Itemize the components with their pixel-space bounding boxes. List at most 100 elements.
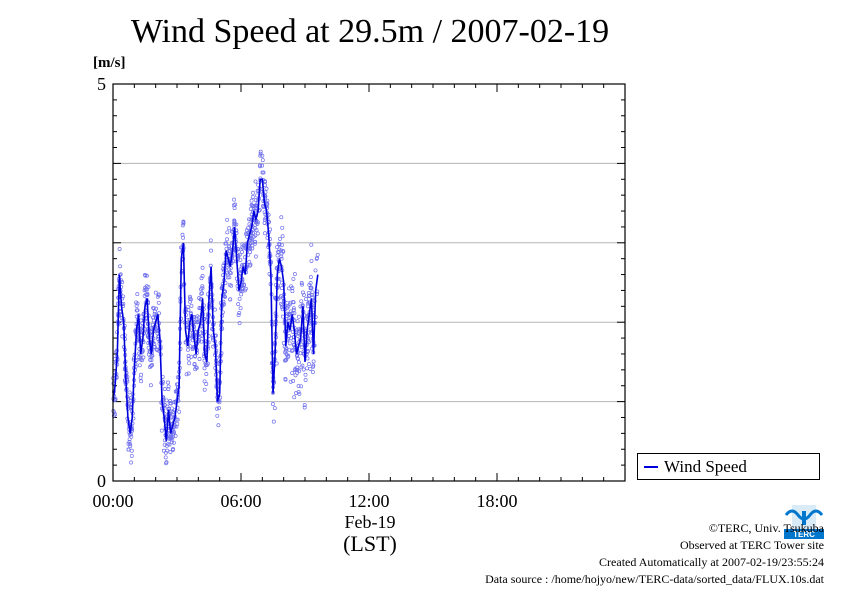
data-point [274,361,279,366]
data-point [236,313,241,317]
data-point [308,286,313,291]
data-point [284,351,289,356]
data-point [200,286,205,291]
data-point [295,356,300,361]
data-point [195,320,200,325]
data-point [299,299,304,304]
data-point [155,348,160,353]
data-point [134,303,139,308]
data-point [249,198,254,203]
data-point [311,370,315,375]
data-point [302,405,307,410]
data-point [189,303,194,308]
data-point [309,242,314,247]
data-point [286,354,290,359]
data-point [180,232,185,237]
data-point [186,371,191,376]
data-point [295,319,300,324]
data-point [306,301,310,306]
x-tick-label: 00:00 [92,491,133,511]
data-point [275,253,280,258]
data-point [253,198,258,203]
data-point [285,311,290,316]
data-point [296,360,301,365]
data-point [240,288,245,293]
data-point [247,263,252,268]
data-point [299,384,304,389]
data-point [303,378,308,382]
data-point [283,358,288,363]
data-point [307,293,312,298]
data-point [128,444,133,449]
data-point [204,382,209,386]
data-point [192,362,197,367]
data-point [135,308,140,313]
data-point [232,197,236,202]
data-point [253,233,258,238]
data-point [127,437,132,442]
data-point [286,312,291,317]
data-point [278,236,282,241]
data-point [129,448,134,453]
data-point [135,292,140,297]
data-point [159,428,164,433]
data-point [237,311,242,315]
terc-logo: TERC [784,505,824,539]
data-point [156,293,161,298]
data-point [305,366,309,371]
data-point [248,206,253,211]
data-point [237,296,242,301]
data-point [194,365,199,370]
data-point [272,406,277,411]
data-point [126,447,131,452]
data-point [128,442,133,447]
data-point [301,367,306,372]
data-point [165,404,170,409]
data-point [295,354,299,359]
credit-source: Data source : /home/hojyo/new/TERC-data/… [485,572,824,586]
credits: ©TERC, Univ. Tsukuba Observed at TERC To… [485,520,824,588]
data-point [287,341,292,346]
data-point [200,291,205,296]
data-point [315,252,320,257]
data-point [162,387,167,391]
data-point [180,223,185,228]
data-point [199,276,204,281]
data-point [261,170,266,175]
data-point [291,276,296,281]
data-point [190,347,195,352]
data-point [290,348,295,353]
data-point [303,372,308,377]
x-axis-label: (LST) [343,531,397,556]
data-point [200,284,205,289]
data-point [305,356,310,361]
data-point [264,186,269,191]
data-point [193,354,197,359]
series-line-wind-speed [112,178,319,442]
x-tick-label: 18:00 [476,491,517,511]
data-point [285,306,290,310]
data-point [243,288,247,293]
data-point [138,375,143,380]
data-point [310,295,315,300]
series-line [112,178,319,442]
data-point [296,326,301,331]
data-point [188,344,193,349]
plot-frame [112,83,626,482]
data-point [307,282,312,287]
data-point [250,195,255,199]
data-point [225,230,230,235]
data-point [166,387,171,392]
data-point [139,372,144,377]
data-point [185,347,190,352]
data-point [181,219,186,224]
data-point [134,300,139,305]
data-point [295,333,300,338]
data-point [166,384,171,389]
data-point [291,379,296,383]
y-axis-unit-label: [m/s] [93,55,126,71]
data-point [225,275,230,280]
data-point [228,271,233,276]
data-point [150,363,155,367]
data-point [188,299,193,304]
